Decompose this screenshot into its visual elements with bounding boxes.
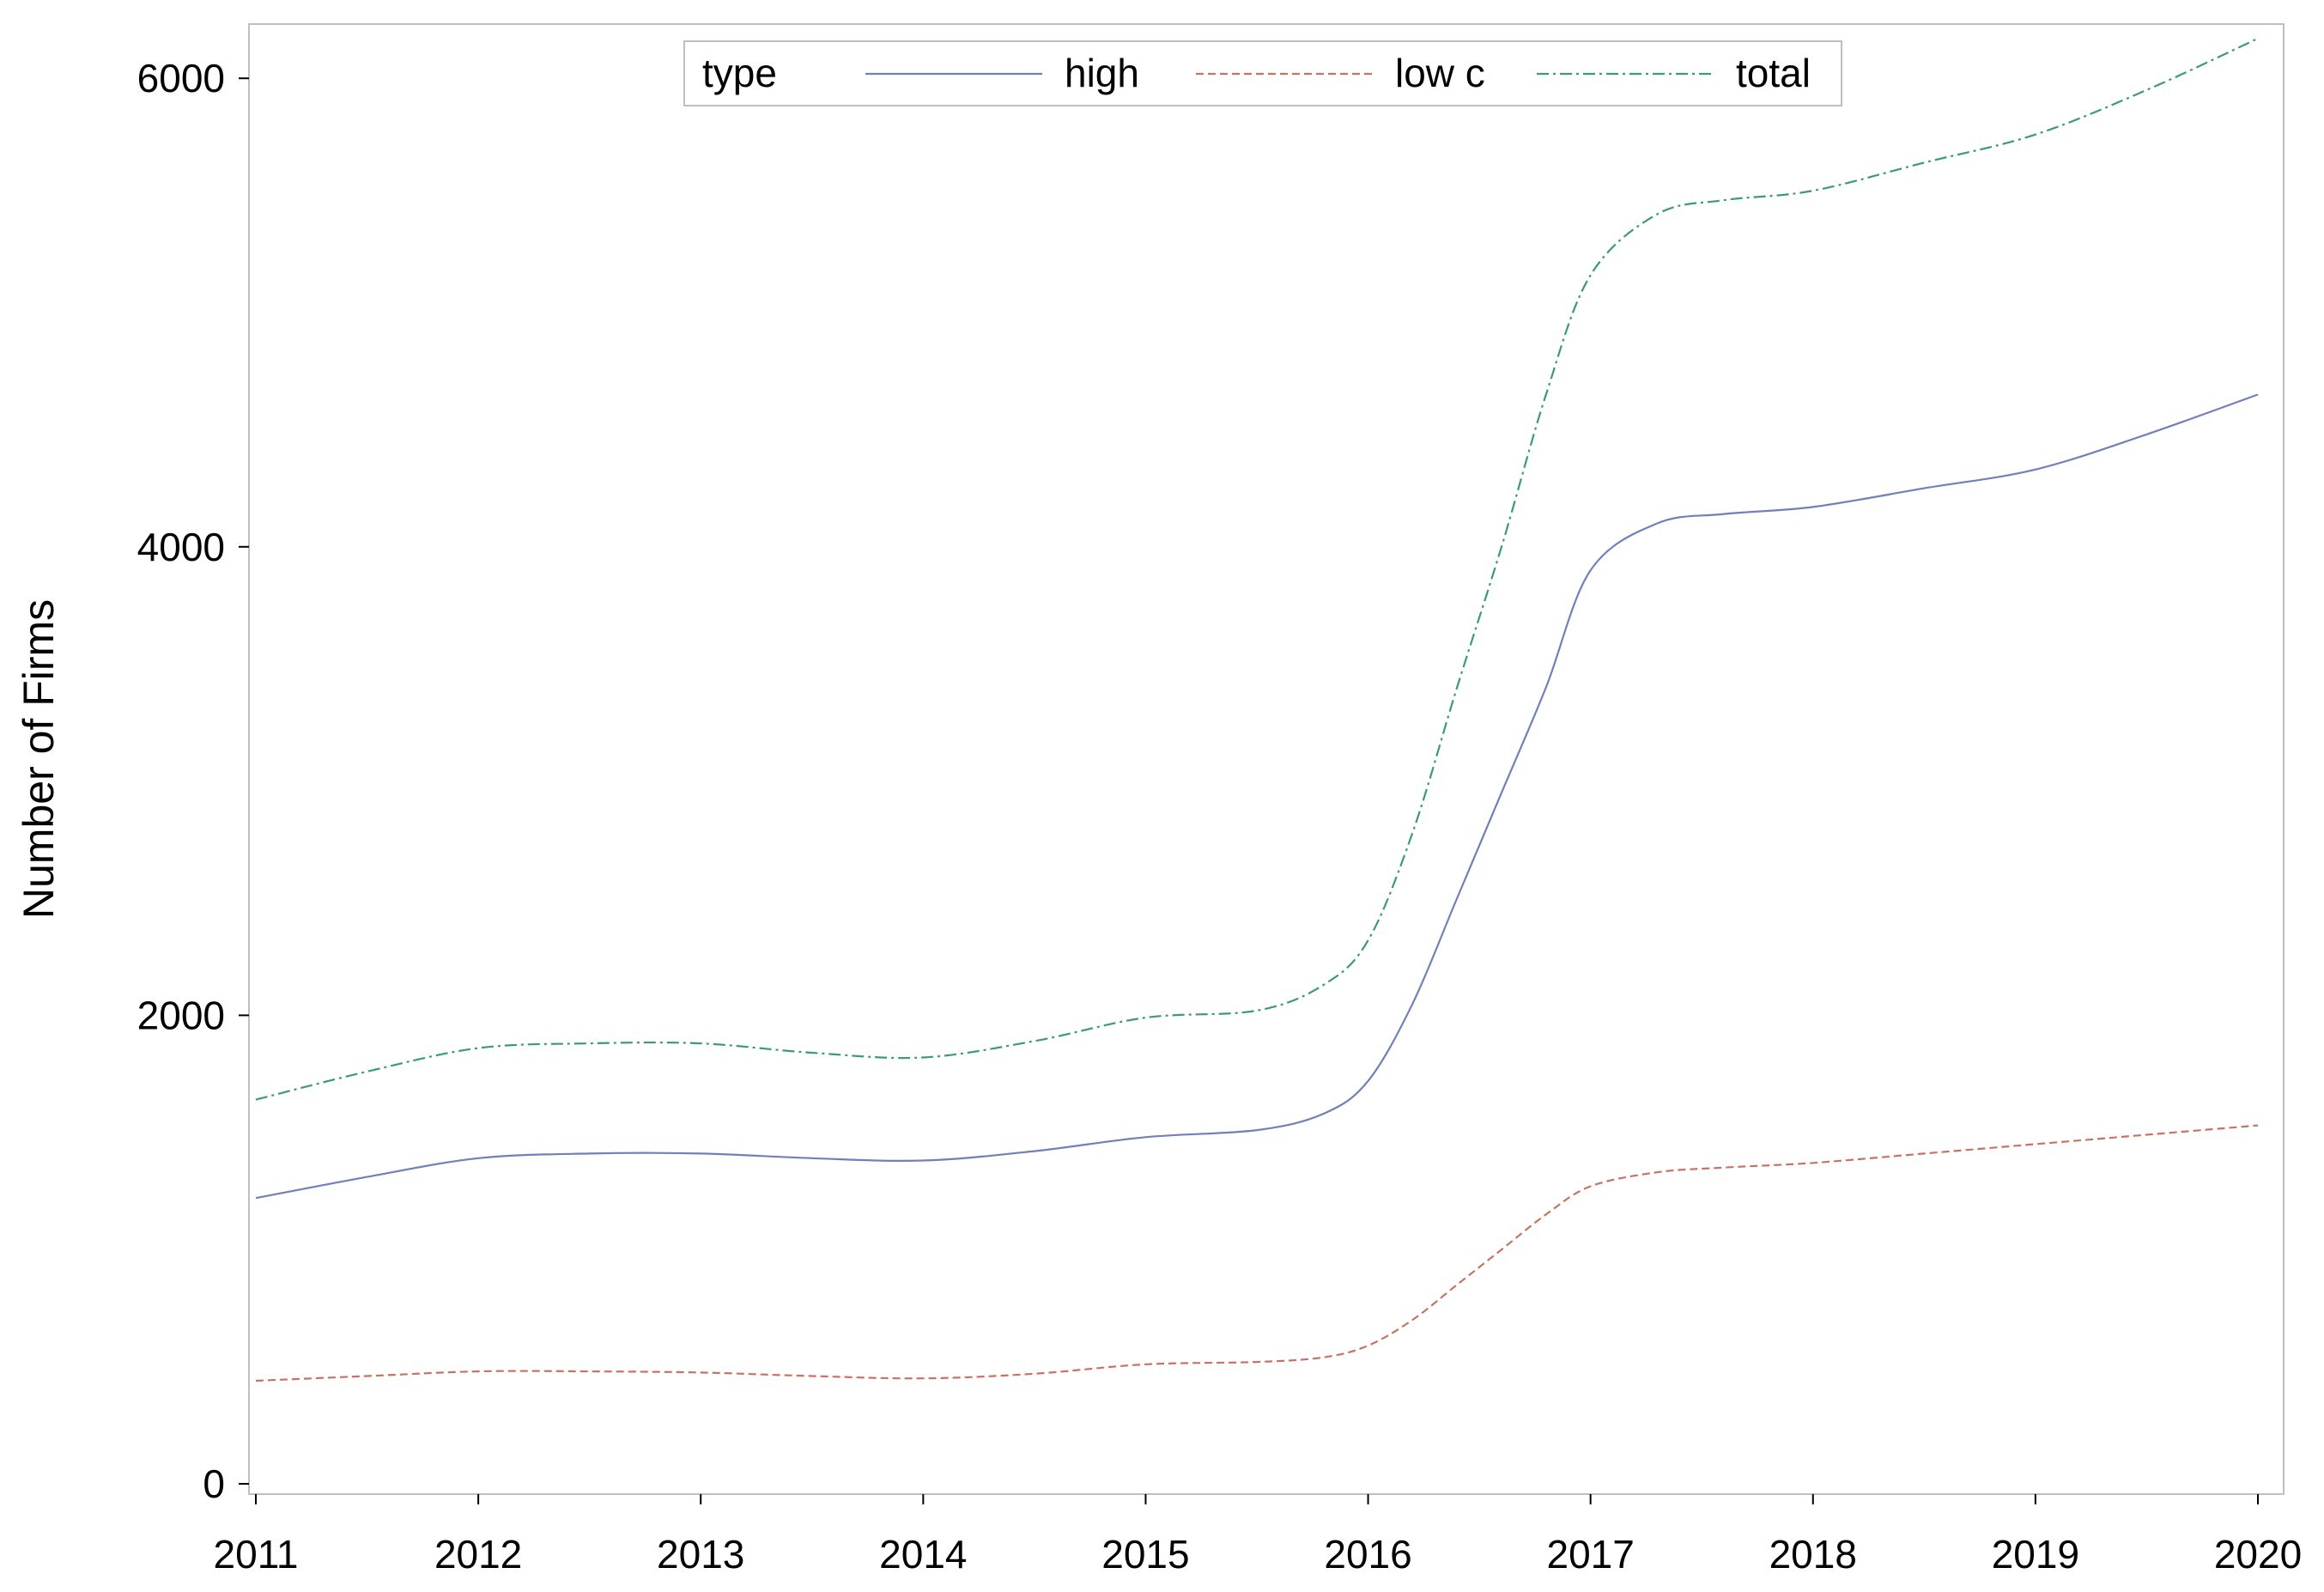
- series-layer: [255, 37, 2259, 1382]
- series-line-low-c: [255, 1124, 2259, 1382]
- legend-label-total: total: [1736, 51, 1811, 95]
- legend-label-low-c: low c: [1395, 51, 1485, 95]
- legend-items: high low c total: [865, 51, 1811, 95]
- y-tick-label: 2000: [137, 993, 225, 1037]
- legend: type high low c total: [683, 40, 1842, 106]
- x-tick-label: 2015: [1101, 1532, 1189, 1577]
- x-tick-label: 2011: [214, 1532, 299, 1577]
- legend-title: type: [702, 51, 777, 95]
- series-line-total: [255, 37, 2259, 1101]
- x-tick-label: 2013: [657, 1532, 744, 1577]
- y-tick-label: 4000: [137, 525, 225, 569]
- plot-frame: [248, 23, 2285, 1495]
- x-tick-label: 2014: [879, 1532, 967, 1577]
- x-tick-label: 2017: [1546, 1532, 1634, 1577]
- y-axis-title: Number of Firms: [15, 599, 63, 919]
- y-axis: 0 2000 4000 6000: [137, 56, 249, 1506]
- x-tick-label: 2018: [1769, 1532, 1857, 1577]
- x-tick-label: 2012: [434, 1532, 522, 1577]
- x-tick-label: 2019: [1992, 1532, 2079, 1577]
- x-axis: 2011 2012 2013 2014 2015 2016 2017 2018 2019 2020: [214, 1494, 2302, 1577]
- x-tick-label: 2016: [1324, 1532, 1411, 1577]
- y-tick-label: 0: [203, 1461, 225, 1506]
- series-line-high: [255, 393, 2259, 1200]
- legend-label-high: high: [1065, 51, 1139, 95]
- y-tick-label: 6000: [137, 56, 225, 100]
- x-tick-label: 2020: [2214, 1532, 2302, 1577]
